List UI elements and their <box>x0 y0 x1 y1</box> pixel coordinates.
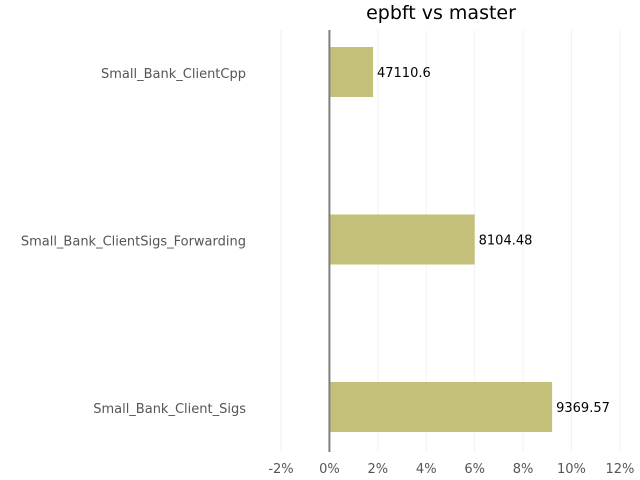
x-tick-label: 8% <box>513 462 534 477</box>
x-tick-label: 6% <box>464 462 485 477</box>
data-label: 8104.48 <box>479 234 533 249</box>
x-tick-label: 12% <box>605 462 634 477</box>
x-tick-label: 2% <box>368 462 389 477</box>
x-tick-label: 4% <box>416 462 437 477</box>
x-tick-label: -2% <box>268 462 293 477</box>
y-tick-label: Small_Bank_Client_Sigs <box>93 402 246 417</box>
data-label: 47110.6 <box>377 66 431 81</box>
y-tick-label: Small_Bank_ClientCpp <box>101 67 246 82</box>
x-tick-label: 10% <box>557 462 586 477</box>
y-axis-ticks: Small_Bank_ClientCpp Small_Bank_ClientSig… <box>21 67 246 417</box>
x-axis-ticks: -2% 0% 2% 4% 6% 8% 10% 12% <box>268 462 634 477</box>
bars <box>329 47 553 432</box>
chart-title: epbft vs master <box>366 2 516 24</box>
data-label: 9369.57 <box>556 401 610 416</box>
data-labels: 47110.6 8104.48 9369.57 <box>377 66 610 416</box>
bar <box>329 382 553 432</box>
bar <box>329 47 373 97</box>
x-tick-label: 0% <box>319 462 340 477</box>
y-tick-label: Small_Bank_ClientSigs_Forwarding <box>21 235 246 250</box>
bar <box>329 214 475 265</box>
